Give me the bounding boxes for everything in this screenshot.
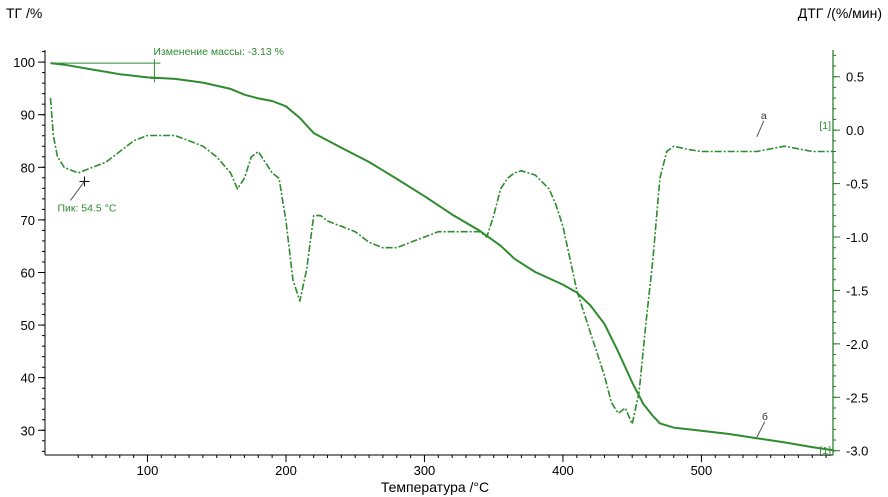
dtg-curve	[49, 98, 833, 425]
y-right-tick-label: -2.5	[846, 390, 868, 405]
axes: 100 200 300 400 500 30 40 50 60 70 80 90 100 0.5 0.0 -0…	[13, 50, 868, 478]
x-tick-label: 300	[414, 463, 436, 478]
y-left-tick-label: 100	[13, 55, 35, 70]
y-left-tick-label: 70	[21, 213, 35, 228]
y-left-tick-label: 60	[21, 265, 35, 280]
curve-b-label: б	[762, 411, 768, 423]
x-tick-label: 400	[552, 463, 574, 478]
curve-b-leader	[756, 421, 766, 438]
curve-a-leader	[756, 120, 765, 138]
peak-label: Пик: 54.5 °C	[57, 202, 116, 214]
tg-curve	[50, 62, 834, 452]
y-right-tick-label: 0.5	[846, 70, 864, 85]
x-tick-label: 500	[691, 463, 713, 478]
y-left-axis-title: ТГ /%	[6, 5, 42, 21]
annotations: Изменение массы: -3.13 % Пик: 54.5 °C а б [1…	[50, 46, 831, 457]
y-left-tick-label: 80	[21, 160, 35, 175]
peak-leader	[70, 181, 85, 201]
y-right-tick-label: -3.0	[846, 444, 868, 459]
series-tag-a: [1]	[819, 120, 831, 132]
mass-change-label: Изменение массы: -3.13 %	[153, 46, 284, 58]
y-right-axis-title: ДТГ /(%/мин)	[798, 5, 882, 21]
x-tick-label: 200	[275, 463, 297, 478]
x-tick-label: 100	[137, 463, 159, 478]
y-left-tick-label: 40	[21, 371, 35, 386]
series-group	[49, 62, 834, 452]
y-left-tick-label: 30	[21, 423, 35, 438]
y-right-tick-label: -2.0	[846, 337, 868, 352]
y-right-tick-label: -1.5	[846, 283, 868, 298]
curve-a-label: а	[761, 110, 767, 122]
x-axis-title: Температура /°C	[381, 479, 489, 495]
y-right-tick-label: -1.0	[846, 230, 868, 245]
y-right-tick-label: -0.5	[846, 177, 868, 192]
y-left-tick-label: 50	[21, 318, 35, 333]
y-left-tick-label: 90	[21, 108, 35, 123]
y-right-tick-label: 0.0	[846, 123, 864, 138]
series-tag-b: [1]	[819, 445, 831, 457]
